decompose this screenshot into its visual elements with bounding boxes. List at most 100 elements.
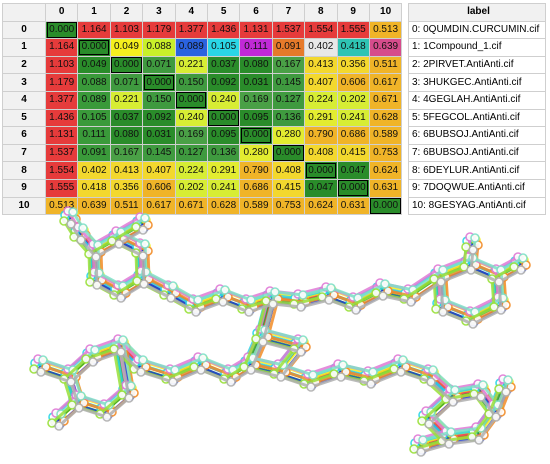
matrix-cell[interactable]: 0.049 — [77, 55, 111, 75]
matrix-cell[interactable]: 0.356 — [109, 178, 144, 198]
matrix-cell[interactable]: 0.169 — [174, 126, 208, 145]
matrix-cell[interactable]: 0.000 — [77, 38, 111, 57]
matrix-cell[interactable]: 0.418 — [336, 38, 370, 57]
matrix-cell[interactable]: 0.031 — [239, 73, 273, 92]
label-cell[interactable]: 7: 6BUBSOJ.AntiAnti.cif — [408, 143, 546, 163]
matrix-cell[interactable]: 1.554 — [304, 20, 338, 40]
matrix-cell[interactable]: 0.136 — [271, 108, 306, 128]
matrix-cell[interactable]: 0.091 — [271, 38, 306, 57]
matrix-cell[interactable]: 0.291 — [206, 161, 241, 180]
matrix-cell[interactable]: 0.111 — [239, 38, 273, 57]
label-cell[interactable]: 0: 0QUMDIN.CURCUMIN.cif — [408, 20, 546, 40]
matrix-row-header[interactable]: 9 — [2, 178, 46, 198]
matrix-cell[interactable]: 0.418 — [77, 178, 111, 198]
matrix-cell[interactable]: 0.606 — [142, 178, 176, 198]
matrix-cell[interactable]: 0.753 — [271, 196, 306, 216]
matrix-cell[interactable]: 0.686 — [336, 126, 370, 145]
matrix-row-header[interactable]: 0 — [2, 20, 46, 40]
matrix-cell[interactable]: 0.686 — [239, 178, 273, 198]
matrix-cell[interactable]: 1.164 — [77, 20, 111, 40]
matrix-cell[interactable]: 0.000 — [142, 73, 176, 92]
matrix-cell[interactable]: 0.628 — [206, 196, 241, 216]
matrix-cell[interactable]: 0.150 — [142, 90, 176, 110]
matrix-cell[interactable]: 0.092 — [142, 108, 176, 128]
label-cell[interactable]: 2: 2PIRVET.AntiAnti.cif — [408, 55, 546, 75]
matrix-row-header[interactable]: 2 — [2, 55, 46, 75]
matrix-cell[interactable]: 0.037 — [109, 108, 144, 128]
matrix-cell[interactable]: 0.095 — [206, 126, 241, 145]
label-column-header[interactable]: label — [408, 3, 546, 22]
matrix-row-header[interactable]: 4 — [2, 90, 46, 110]
matrix-column-header[interactable]: 4 — [174, 3, 208, 22]
matrix-cell[interactable]: 0.617 — [142, 196, 176, 216]
matrix-cell[interactable]: 0.000 — [271, 143, 306, 163]
matrix-column-header[interactable]: 3 — [142, 3, 176, 22]
matrix-row-header[interactable]: 1 — [2, 38, 46, 57]
matrix-cell[interactable]: 1.131 — [44, 126, 79, 145]
matrix-cell[interactable]: 0.589 — [368, 126, 403, 145]
matrix-cell[interactable]: 0.000 — [304, 161, 338, 180]
matrix-cell[interactable]: 1.537 — [44, 143, 79, 163]
matrix-cell[interactable]: 0.000 — [206, 108, 241, 128]
matrix-cell[interactable]: 0.280 — [271, 126, 306, 145]
matrix-cell[interactable]: 0.589 — [239, 196, 273, 216]
matrix-row-header[interactable]: 3 — [2, 73, 46, 92]
matrix-cell[interactable]: 0.402 — [77, 161, 111, 180]
matrix-cell[interactable]: 1.555 — [44, 178, 79, 198]
matrix-cell[interactable]: 0.145 — [271, 73, 306, 92]
matrix-cell[interactable]: 0.240 — [174, 108, 208, 128]
matrix-cell[interactable]: 1.555 — [336, 20, 370, 40]
matrix-cell[interactable]: 0.221 — [174, 55, 208, 75]
matrix-cell[interactable]: 0.127 — [174, 143, 208, 163]
label-cell[interactable]: 8: 6DEYLUR.AntiAnti.cif — [408, 161, 546, 180]
matrix-cell[interactable]: 0.413 — [109, 161, 144, 180]
matrix-row-header[interactable]: 6 — [2, 126, 46, 145]
matrix-cell[interactable]: 0.408 — [271, 161, 306, 180]
label-cell[interactable]: 6: 6BUBSOJ.AntiAnti.cif — [408, 126, 546, 145]
matrix-cell[interactable]: 0.000 — [44, 20, 79, 40]
matrix-cell[interactable]: 0.202 — [336, 90, 370, 110]
matrix-cell[interactable]: 0.513 — [368, 20, 403, 40]
matrix-row-header[interactable]: 10 — [2, 196, 46, 216]
matrix-row-header[interactable]: 7 — [2, 143, 46, 163]
matrix-cell[interactable]: 0.221 — [109, 90, 144, 110]
matrix-cell[interactable]: 0.639 — [368, 38, 403, 57]
matrix-cell[interactable]: 0.111 — [77, 126, 111, 145]
matrix-cell[interactable]: 0.080 — [239, 55, 273, 75]
matrix-cell[interactable]: 0.089 — [77, 90, 111, 110]
matrix-cell[interactable]: 0.790 — [239, 161, 273, 180]
matrix-cell[interactable]: 0.415 — [271, 178, 306, 198]
matrix-cell[interactable]: 0.145 — [142, 143, 176, 163]
matrix-column-header[interactable]: 0 — [44, 3, 79, 22]
matrix-column-header[interactable]: 6 — [239, 3, 273, 22]
matrix-cell[interactable]: 0.224 — [174, 161, 208, 180]
matrix-cell[interactable]: 0.624 — [304, 196, 338, 216]
matrix-cell[interactable]: 0.202 — [174, 178, 208, 198]
matrix-cell[interactable]: 0.408 — [304, 143, 338, 163]
matrix-cell[interactable]: 0.071 — [109, 73, 144, 92]
matrix-cell[interactable]: 0.088 — [142, 38, 176, 57]
matrix-cell[interactable]: 0.105 — [206, 38, 241, 57]
matrix-cell[interactable]: 1.103 — [44, 55, 79, 75]
matrix-cell[interactable]: 0.224 — [304, 90, 338, 110]
matrix-column-header[interactable]: 1 — [77, 3, 111, 22]
matrix-cell[interactable]: 0.000 — [239, 126, 273, 145]
matrix-cell[interactable]: 1.164 — [44, 38, 79, 57]
label-cell[interactable]: 5: 5FEGCOL.AntiAnti.cif — [408, 108, 546, 128]
matrix-column-header[interactable]: 9 — [336, 3, 370, 22]
matrix-cell[interactable]: 0.671 — [368, 90, 403, 110]
matrix-cell[interactable]: 0.095 — [239, 108, 273, 128]
matrix-cell[interactable]: 0.511 — [368, 55, 403, 75]
matrix-cell[interactable]: 1.377 — [174, 20, 208, 40]
matrix-cell[interactable]: 1.436 — [206, 20, 241, 40]
matrix-cell[interactable]: 0.167 — [271, 55, 306, 75]
matrix-cell[interactable]: 1.554 — [44, 161, 79, 180]
matrix-cell[interactable]: 0.624 — [368, 161, 403, 180]
matrix-cell[interactable]: 0.402 — [304, 38, 338, 57]
matrix-cell[interactable]: 0.047 — [336, 161, 370, 180]
matrix-cell[interactable]: 1.436 — [44, 108, 79, 128]
matrix-cell[interactable]: 0.000 — [174, 90, 208, 110]
matrix-cell[interactable]: 0.000 — [336, 178, 370, 198]
matrix-cell[interactable]: 0.000 — [109, 55, 144, 75]
matrix-cell[interactable]: 0.169 — [239, 90, 273, 110]
